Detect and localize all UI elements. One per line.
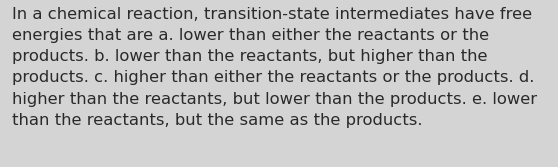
Text: In a chemical reaction, transition-state intermediates have free
energies that a: In a chemical reaction, transition-state…: [12, 7, 537, 128]
